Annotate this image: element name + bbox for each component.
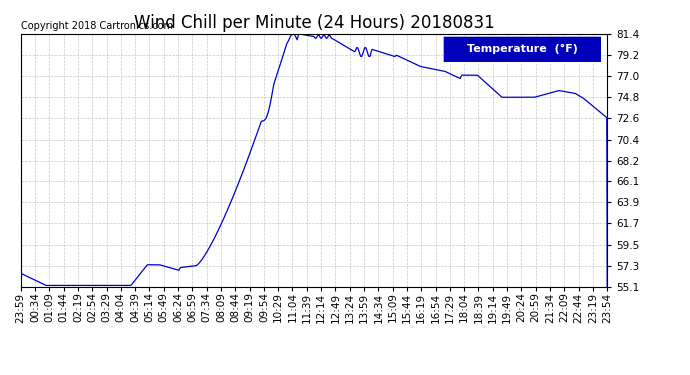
Title: Wind Chill per Minute (24 Hours) 20180831: Wind Chill per Minute (24 Hours) 2018083… [134, 14, 494, 32]
Text: Copyright 2018 Cartronics.com: Copyright 2018 Cartronics.com [21, 21, 172, 31]
